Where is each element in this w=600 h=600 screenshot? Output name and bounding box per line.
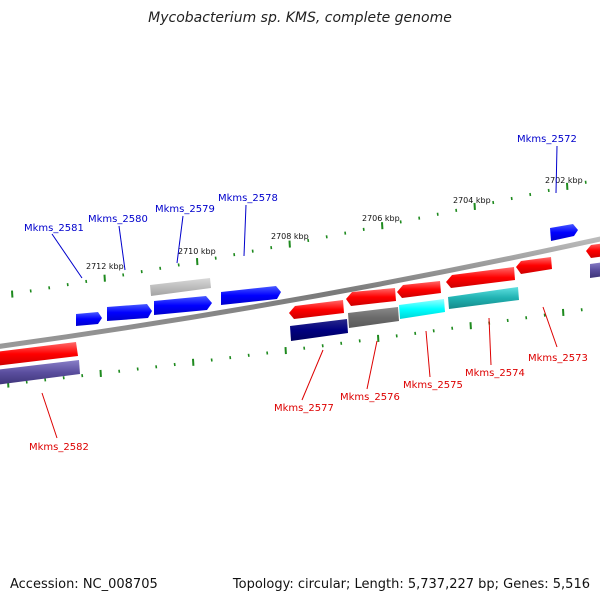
gene-mkms-2581[interactable] (76, 312, 102, 326)
gene-mkms-2572[interactable] (550, 224, 578, 241)
label-mkms-2580[interactable]: Mkms_2580 (88, 214, 148, 225)
ruler-label-2708: 2708 kbp (271, 232, 309, 241)
label-mkms-2572[interactable]: Mkms_2572 (517, 134, 577, 145)
label-mkms-2576[interactable]: Mkms_2576 (340, 392, 400, 403)
ruler-label-2712: 2712 kbp (86, 262, 124, 271)
ruler-label-2710: 2710 kbp (178, 247, 216, 256)
label-mkms-2577[interactable]: Mkms_2577 (274, 403, 334, 414)
gene-mkms-2579[interactable] (154, 296, 212, 315)
genome-title: Mycobacterium sp. KMS, complete genome (148, 10, 452, 26)
outer-tick-row (11, 180, 587, 298)
inner-tick-row (7, 308, 583, 388)
gene-block-teal[interactable] (448, 287, 519, 309)
label-mkms-2579[interactable]: Mkms_2579 (155, 204, 215, 215)
ruler-label-2702: 2702 kbp (545, 176, 583, 185)
gene-block-cyan[interactable] (399, 299, 445, 319)
gene-block-slate[interactable] (0, 360, 80, 385)
label-mkms-2574[interactable]: Mkms_2574 (465, 368, 525, 379)
reverse-gene-track (0, 243, 600, 385)
forward-leaders (51, 145, 558, 279)
label-mkms-2578[interactable]: Mkms_2578 (218, 193, 278, 204)
gene-mkms-2573[interactable] (516, 257, 552, 274)
gene-mkms-2577[interactable] (289, 300, 344, 319)
gene-block-navy[interactable] (290, 319, 348, 341)
label-mkms-2581[interactable]: Mkms_2581 (24, 223, 84, 234)
gene-edge-forward[interactable] (590, 262, 600, 278)
reverse-leaders (41, 306, 558, 439)
gene-block-darkgray[interactable] (348, 307, 399, 328)
gene-mkms-2574[interactable] (446, 267, 515, 288)
forward-gene-track (76, 224, 600, 326)
chromosome-backbone (0, 236, 600, 349)
gene-mkms-2582[interactable] (0, 342, 78, 366)
gene-mkms-2575[interactable] (397, 281, 441, 298)
gene-mkms-2579-neighbor[interactable] (150, 278, 211, 296)
gene-edge-reverse[interactable] (586, 243, 600, 258)
label-mkms-2575[interactable]: Mkms_2575 (403, 380, 463, 391)
label-mkms-2573[interactable]: Mkms_2573 (528, 353, 588, 364)
gene-mkms-2578[interactable] (221, 286, 281, 305)
genome-stats: Topology: circular; Length: 5,737,227 bp… (232, 577, 590, 592)
label-mkms-2582[interactable]: Mkms_2582 (29, 442, 89, 453)
gene-mkms-2580[interactable] (107, 304, 152, 321)
gene-mkms-2576[interactable] (346, 288, 396, 306)
ruler-label-2706: 2706 kbp (362, 214, 400, 223)
accession-label: Accession: NC_008705 (10, 577, 158, 592)
ruler-label-2704: 2704 kbp (453, 196, 491, 205)
